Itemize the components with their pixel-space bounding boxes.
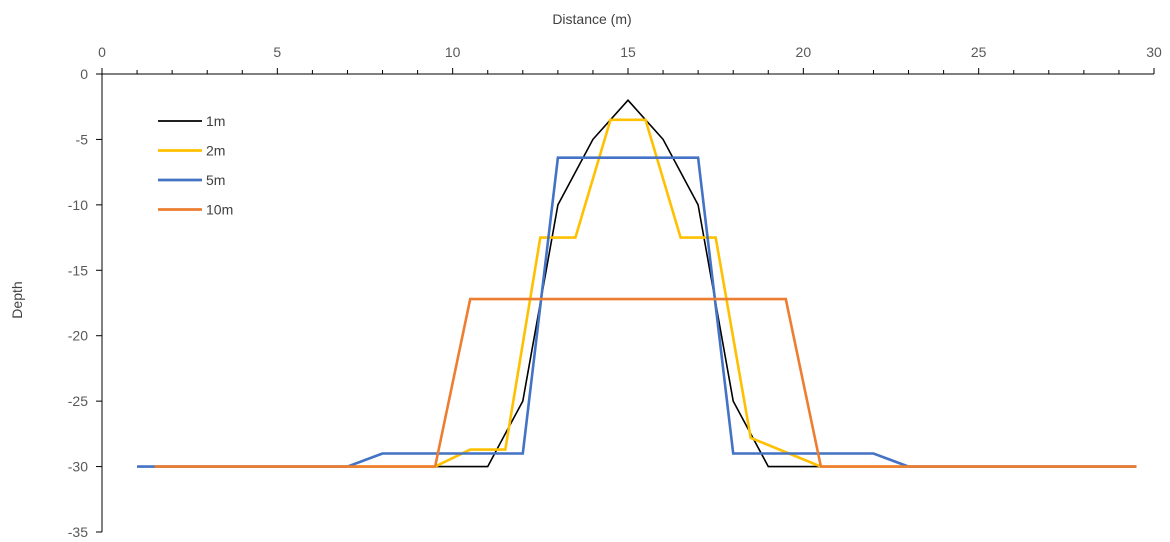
x-tick-label: 15 bbox=[620, 44, 636, 60]
plot-lines bbox=[137, 99, 1137, 468]
series-line-5m bbox=[137, 156, 1137, 468]
x-tick-label: 10 bbox=[445, 44, 461, 60]
y-tick-label: -10 bbox=[68, 197, 88, 213]
legend: 1m 2m 5m 10m bbox=[158, 113, 233, 218]
series-line-1m bbox=[137, 99, 1137, 468]
series-line-2m bbox=[154, 118, 1137, 468]
y-tick-label: -25 bbox=[68, 393, 88, 409]
legend-label-1m: 1m bbox=[206, 113, 225, 129]
legend-label-10m: 10m bbox=[206, 202, 233, 218]
x-tick-label: 25 bbox=[971, 44, 987, 60]
x-axis-title: Distance (m) bbox=[552, 11, 631, 27]
y-tick-label: -5 bbox=[76, 131, 89, 147]
y-tick-label: 0 bbox=[80, 66, 88, 82]
y-tick-label: -35 bbox=[68, 524, 88, 540]
y-tick-label: -15 bbox=[68, 262, 88, 278]
legend-label-5m: 5m bbox=[206, 172, 225, 188]
x-tick-label: 5 bbox=[273, 44, 281, 60]
y-tick-label: -20 bbox=[68, 328, 88, 344]
y-tick-label: -30 bbox=[68, 459, 88, 475]
x-tick-label: 0 bbox=[98, 44, 106, 60]
series-line-10m bbox=[154, 297, 1137, 468]
y-axis-title: Depth bbox=[9, 281, 25, 318]
x-tick-label: 20 bbox=[796, 44, 812, 60]
x-tick-label: 30 bbox=[1146, 44, 1162, 60]
legend-label-2m: 2m bbox=[206, 143, 225, 159]
axes: 0 5 10 15 20 25 30 0 -5 -10 -15 -20 -25 -30 -35 bbox=[68, 44, 1162, 540]
